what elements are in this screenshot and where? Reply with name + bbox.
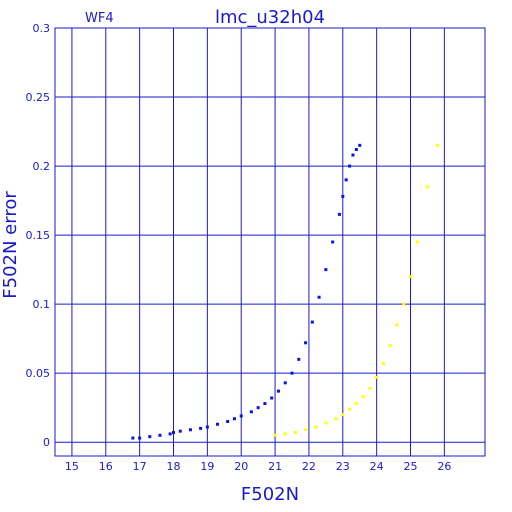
y-tick-label: 0.25 <box>26 91 51 104</box>
data-point-yellow <box>348 407 352 411</box>
data-point-blue <box>351 153 355 157</box>
data-point-yellow <box>375 375 379 379</box>
data-point-blue <box>297 357 301 361</box>
y-tick-labels: 0 0.05 0.1 0.15 0.2 0.25 0.3 <box>26 22 51 449</box>
data-point-blue <box>354 147 358 151</box>
data-point-yellow <box>334 417 338 421</box>
data-point-blue <box>337 212 341 216</box>
data-point-yellow <box>273 433 277 437</box>
data-point-blue <box>341 194 345 198</box>
data-point-yellow <box>341 413 345 417</box>
data-point-blue <box>168 432 172 436</box>
x-tick-label: 24 <box>370 460 384 473</box>
data-point-blue <box>283 381 287 385</box>
data-point-blue <box>324 268 328 272</box>
data-point-yellow <box>354 402 358 406</box>
data-point-yellow <box>415 240 419 244</box>
y-tick-label: 0 <box>43 436 50 449</box>
data-point-blue <box>239 414 243 418</box>
x-tick-label: 16 <box>99 460 113 473</box>
x-tick-label: 21 <box>268 460 282 473</box>
data-point-yellow <box>368 386 372 390</box>
data-point-blue <box>276 389 280 393</box>
data-point-blue <box>205 425 209 429</box>
data-point-blue <box>270 396 274 400</box>
data-point-blue <box>148 435 152 439</box>
data-point-yellow <box>436 143 440 147</box>
data-point-blue <box>310 320 314 324</box>
grid <box>55 27 485 456</box>
data-point-yellow <box>283 432 287 436</box>
x-tick-label: 17 <box>133 460 147 473</box>
data-point-yellow <box>324 421 328 425</box>
data-point-blue <box>172 431 176 435</box>
data-point-yellow <box>361 395 365 399</box>
x-tick-labels: 15 16 17 18 19 20 21 22 23 24 25 26 <box>65 460 451 473</box>
x-tick-label: 15 <box>65 460 79 473</box>
x-tick-label: 18 <box>167 460 181 473</box>
data-point-yellow <box>304 428 308 432</box>
data-point-blue <box>178 429 182 433</box>
data-point-blue <box>199 426 203 430</box>
data-point-yellow <box>402 302 406 306</box>
data-point-yellow <box>314 425 318 429</box>
data-point-blue <box>216 422 220 426</box>
data-point-blue <box>138 436 142 440</box>
y-tick-label: 0.2 <box>33 160 51 173</box>
x-tick-label: 23 <box>336 460 350 473</box>
data-point-blue <box>263 402 267 406</box>
data-point-blue <box>348 164 352 168</box>
data-point-blue <box>304 341 308 345</box>
data-point-blue <box>188 428 192 432</box>
data-point-yellow <box>425 185 429 189</box>
y-axis-label: F502N error <box>0 191 21 299</box>
data-point-blue <box>249 410 253 414</box>
data-points <box>131 143 440 440</box>
data-point-yellow <box>388 344 392 348</box>
y-tick-label: 0.1 <box>33 298 51 311</box>
y-tick-label: 0.05 <box>26 367 51 380</box>
x-tick-label: 19 <box>200 460 214 473</box>
y-tick-label: 0.15 <box>26 229 51 242</box>
data-point-yellow <box>381 361 385 365</box>
data-point-yellow <box>293 431 297 435</box>
data-point-blue <box>226 419 230 423</box>
data-point-yellow <box>395 323 399 327</box>
data-point-blue <box>317 295 321 299</box>
x-axis-label: F502N <box>241 484 299 505</box>
y-tick-label: 0.3 <box>33 22 51 35</box>
data-point-yellow <box>409 275 413 279</box>
x-tick-label: 25 <box>404 460 418 473</box>
panel-label: WF4 <box>85 11 114 26</box>
data-point-blue <box>131 436 135 440</box>
x-tick-label: 26 <box>437 460 451 473</box>
plot-frame <box>54 27 486 457</box>
x-tick-label: 22 <box>302 460 316 473</box>
x-tick-label: 20 <box>234 460 248 473</box>
data-point-blue <box>344 178 348 182</box>
data-point-blue <box>158 433 162 437</box>
data-point-blue <box>358 143 362 147</box>
chart-title: lmc_u32h04 <box>215 7 325 28</box>
data-point-blue <box>331 240 335 244</box>
data-point-blue <box>290 371 294 375</box>
data-point-blue <box>256 406 260 410</box>
data-point-blue <box>232 417 236 421</box>
